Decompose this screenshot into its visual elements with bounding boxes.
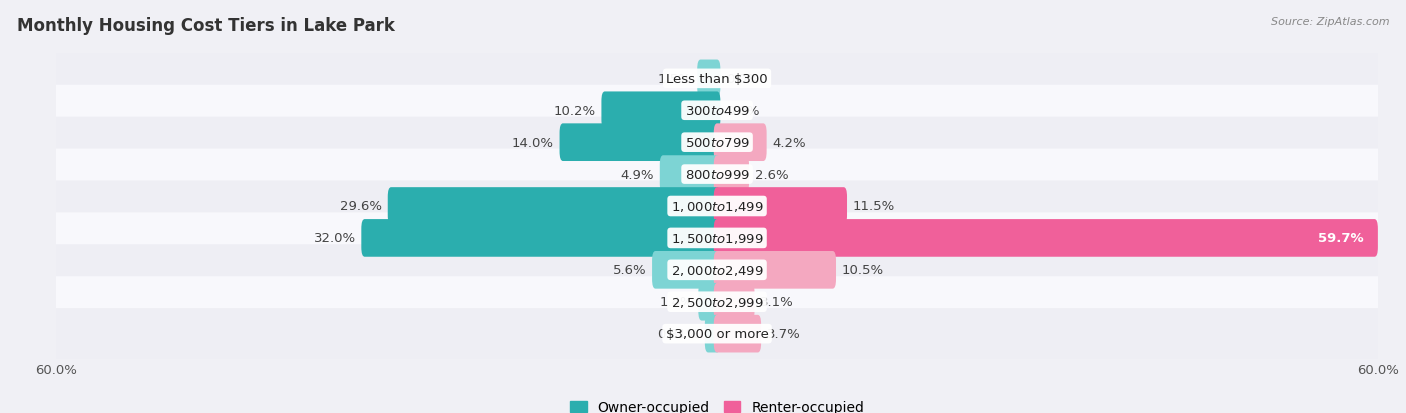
Text: $800 to $999: $800 to $999 (685, 168, 749, 181)
Text: $2,000 to $2,499: $2,000 to $2,499 (671, 263, 763, 277)
FancyBboxPatch shape (714, 220, 1378, 257)
Text: 59.7%: 59.7% (1317, 232, 1364, 245)
FancyBboxPatch shape (714, 252, 837, 289)
FancyBboxPatch shape (714, 315, 761, 353)
FancyBboxPatch shape (31, 244, 1403, 296)
FancyBboxPatch shape (31, 117, 1403, 169)
FancyBboxPatch shape (659, 156, 720, 193)
FancyBboxPatch shape (714, 124, 766, 161)
Text: 0.0%: 0.0% (725, 104, 759, 117)
FancyBboxPatch shape (31, 85, 1403, 136)
FancyBboxPatch shape (31, 54, 1403, 104)
FancyBboxPatch shape (652, 252, 720, 289)
Text: $3,000 or more: $3,000 or more (665, 328, 769, 340)
FancyBboxPatch shape (31, 181, 1403, 232)
Text: Source: ZipAtlas.com: Source: ZipAtlas.com (1271, 17, 1389, 26)
Text: Less than $300: Less than $300 (666, 73, 768, 85)
FancyBboxPatch shape (704, 315, 720, 353)
Text: $1,000 to $1,499: $1,000 to $1,499 (671, 199, 763, 214)
FancyBboxPatch shape (714, 188, 846, 225)
Text: 5.6%: 5.6% (613, 263, 647, 277)
FancyBboxPatch shape (714, 156, 749, 193)
Text: 32.0%: 32.0% (314, 232, 356, 245)
Text: Monthly Housing Cost Tiers in Lake Park: Monthly Housing Cost Tiers in Lake Park (17, 17, 395, 34)
Text: $1,500 to $1,999: $1,500 to $1,999 (671, 231, 763, 245)
Text: 2.6%: 2.6% (755, 168, 789, 181)
FancyBboxPatch shape (714, 283, 755, 321)
FancyBboxPatch shape (31, 277, 1403, 328)
Legend: Owner-occupied, Renter-occupied: Owner-occupied, Renter-occupied (564, 394, 870, 413)
Text: 0.81%: 0.81% (658, 328, 699, 340)
Text: $2,500 to $2,999: $2,500 to $2,999 (671, 295, 763, 309)
FancyBboxPatch shape (388, 188, 720, 225)
Text: 3.1%: 3.1% (761, 296, 794, 309)
FancyBboxPatch shape (31, 309, 1403, 359)
FancyBboxPatch shape (361, 220, 720, 257)
Text: $500 to $799: $500 to $799 (685, 136, 749, 150)
Text: 14.0%: 14.0% (512, 136, 554, 150)
FancyBboxPatch shape (31, 149, 1403, 200)
Text: 1.4%: 1.4% (659, 296, 693, 309)
FancyBboxPatch shape (602, 92, 720, 130)
Text: 4.2%: 4.2% (772, 136, 806, 150)
Text: 3.7%: 3.7% (766, 328, 800, 340)
Text: 0.0%: 0.0% (725, 73, 759, 85)
Text: 29.6%: 29.6% (340, 200, 382, 213)
Text: 4.9%: 4.9% (621, 168, 654, 181)
Text: 10.2%: 10.2% (554, 104, 596, 117)
FancyBboxPatch shape (560, 124, 720, 161)
Text: 1.5%: 1.5% (658, 73, 692, 85)
Text: $300 to $499: $300 to $499 (685, 104, 749, 117)
Text: 11.5%: 11.5% (852, 200, 894, 213)
FancyBboxPatch shape (697, 60, 720, 98)
FancyBboxPatch shape (699, 283, 720, 321)
Text: 10.5%: 10.5% (842, 263, 883, 277)
FancyBboxPatch shape (31, 213, 1403, 264)
